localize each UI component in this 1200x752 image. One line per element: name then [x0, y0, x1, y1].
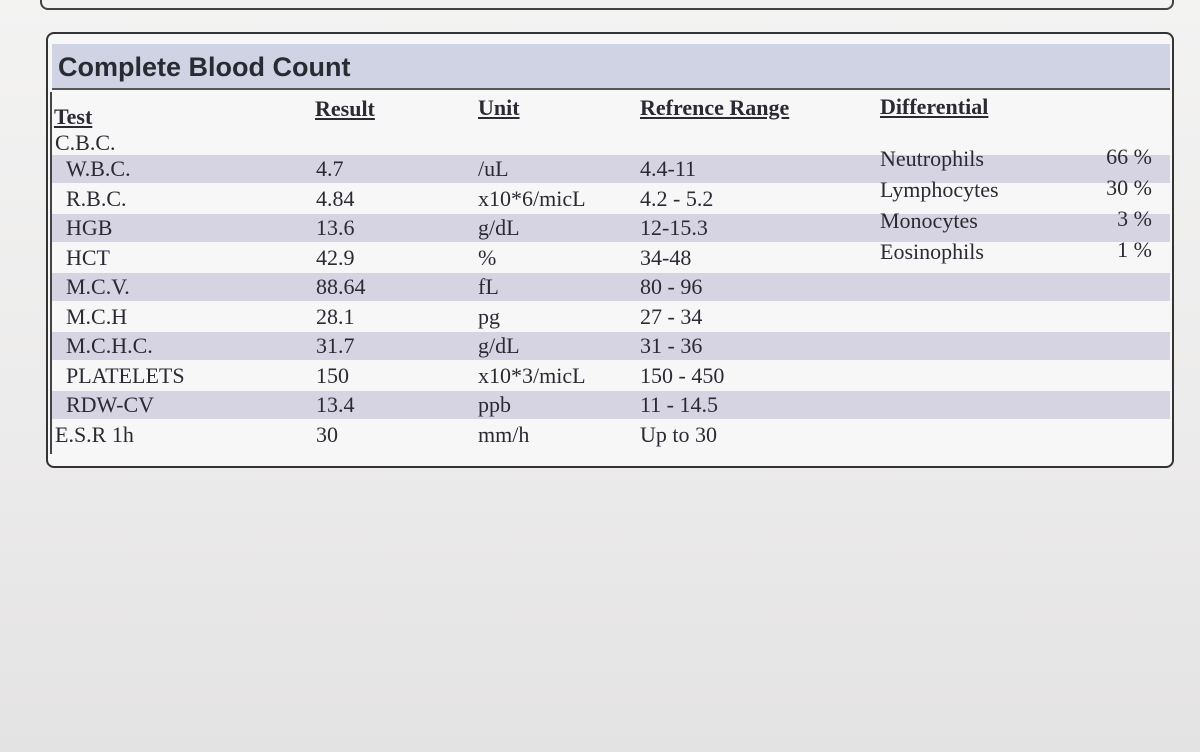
differential-name: Neutrophils	[880, 146, 984, 171]
test-name: W.B.C.	[66, 156, 131, 181]
differential-percent: 1 %	[1117, 237, 1152, 262]
test-name: R.B.C.	[66, 185, 127, 211]
reference-range: 4.4-11	[640, 156, 697, 181]
reference-range: 27 - 34	[640, 303, 703, 329]
reference-range: 34-48	[640, 244, 692, 270]
title-bar	[52, 44, 1170, 90]
unit: g/dL	[478, 215, 520, 240]
unit: mm/h	[478, 421, 530, 447]
test-name: M.C.H	[66, 303, 128, 329]
reference-range: 150 - 450	[640, 362, 725, 388]
previous-box	[40, 0, 1174, 10]
column-header: Refrence Range	[640, 94, 790, 120]
row-band	[52, 214, 1170, 242]
test-name: E.S.R 1h	[55, 421, 134, 447]
unit: g/dL	[478, 333, 520, 358]
result: 30	[316, 421, 338, 447]
test-name: M.C.H.C.	[66, 333, 153, 358]
test-name: PLATELETS	[66, 362, 185, 388]
differential-name: Eosinophils	[880, 239, 984, 264]
row-band	[52, 273, 1170, 301]
reference-range: 80 - 96	[640, 274, 703, 299]
reference-range: 31 - 36	[640, 333, 703, 358]
differential-name: Lymphocytes	[880, 177, 999, 202]
unit: x10*6/micL	[478, 185, 586, 211]
result: 13.4	[316, 392, 355, 417]
result: 4.84	[316, 185, 355, 211]
reference-range: 4.2 - 5.2	[640, 185, 714, 211]
column-header: Test	[54, 104, 93, 129]
result: 88.64	[316, 274, 366, 299]
reference-range: 11 - 14.5	[640, 392, 719, 417]
differential-percent: 66 %	[1106, 144, 1152, 169]
unit: pg	[478, 303, 500, 329]
reference-range: 12-15.3	[640, 215, 708, 240]
column-header: Result	[315, 95, 375, 121]
column-header: Unit	[478, 95, 520, 120]
result: 150	[316, 362, 349, 388]
side-line	[50, 92, 52, 454]
unit: %	[478, 244, 497, 270]
unit: ppb	[478, 392, 511, 417]
test-name: HGB	[66, 215, 113, 240]
row-band	[52, 391, 1170, 419]
differential-percent: 30 %	[1106, 175, 1152, 200]
result: 28.1	[316, 303, 355, 329]
result: 31.7	[316, 333, 355, 358]
test-name: RDW-CV	[66, 392, 154, 417]
row-band	[52, 155, 1170, 183]
result: 42.9	[316, 244, 355, 270]
unit: x10*3/micL	[478, 362, 586, 388]
result: 4.7	[316, 156, 344, 181]
test-name: M.C.V.	[66, 274, 130, 299]
report-title: Complete Blood Count	[58, 52, 351, 82]
unit: fL	[478, 274, 499, 299]
differential-name: Monocytes	[880, 208, 978, 233]
reference-range: Up to 30	[640, 421, 717, 447]
test-name: HCT	[66, 244, 110, 270]
result: 13.6	[316, 215, 355, 240]
row-band	[52, 332, 1170, 360]
differential-percent: 3 %	[1117, 206, 1152, 231]
section-label: C.B.C.	[55, 130, 116, 155]
column-header: Differential	[880, 94, 989, 119]
unit: /uL	[478, 156, 509, 181]
